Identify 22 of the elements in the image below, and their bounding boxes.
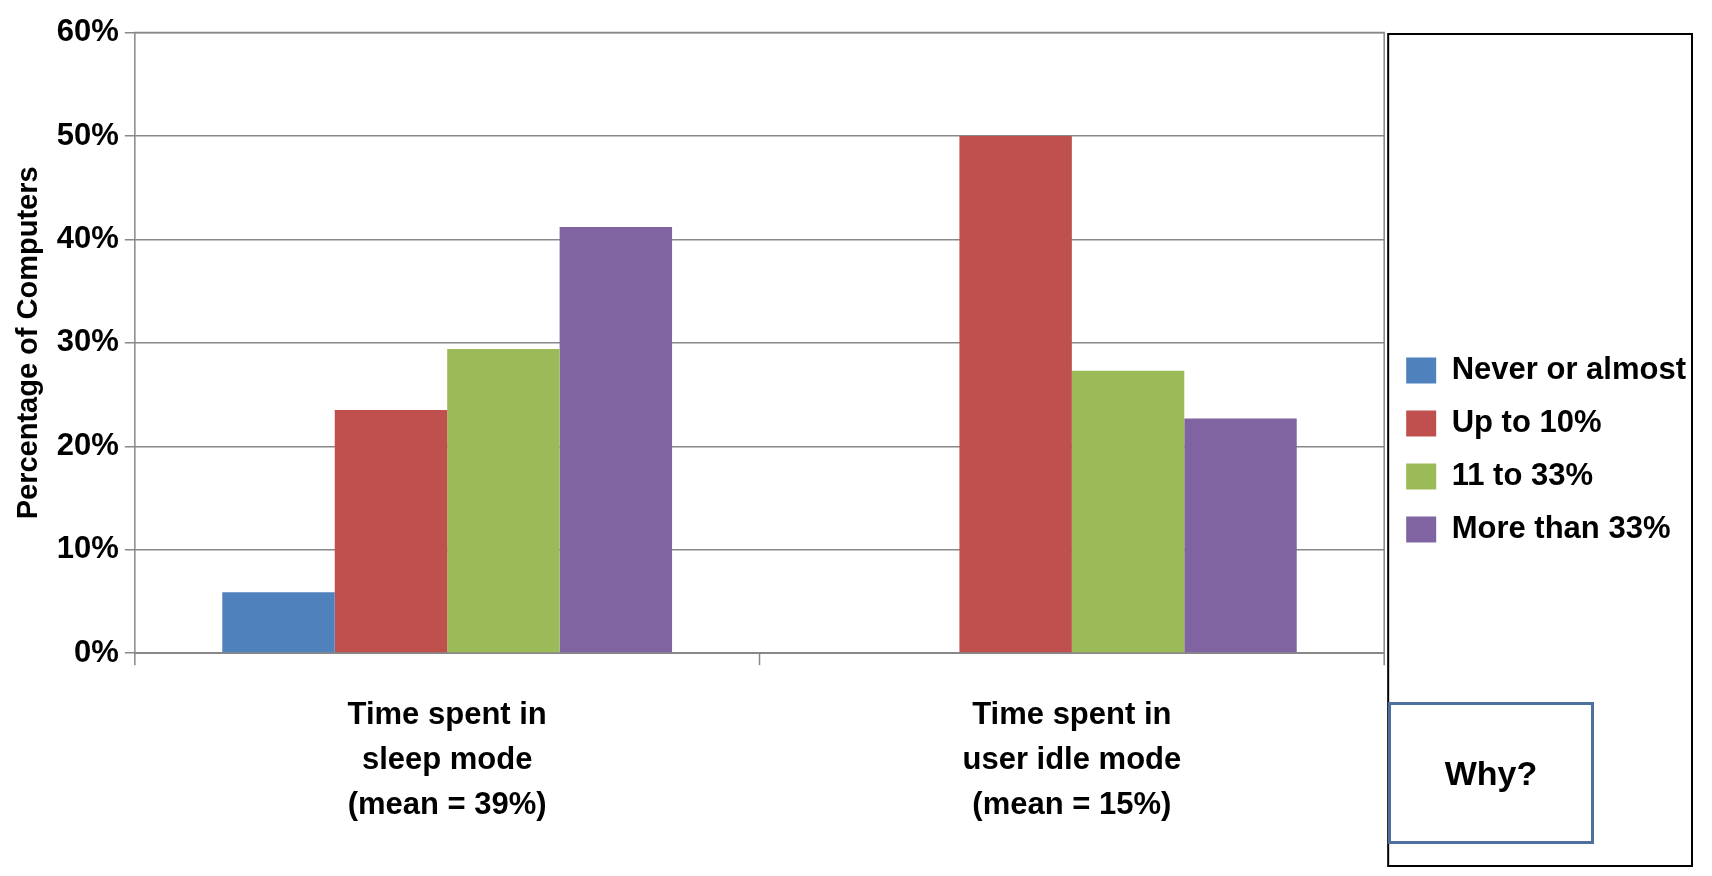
bar bbox=[1184, 418, 1297, 653]
legend-label: Up to 10% bbox=[1451, 404, 1602, 440]
bar bbox=[1071, 370, 1185, 653]
y-tick-label: 10% bbox=[56, 530, 119, 566]
bar bbox=[447, 349, 560, 653]
text: Why? bbox=[1388, 702, 1594, 844]
bar bbox=[559, 227, 673, 653]
legend-label: Never or almost bbox=[1451, 351, 1687, 387]
x-tick-label: Time spent in user idle mode (mean = 15%) bbox=[962, 696, 1182, 822]
x-tick-label: Time spent in sleep mode (mean = 39%) bbox=[347, 696, 547, 822]
y-tick-label: 40% bbox=[56, 220, 119, 255]
y-tick-label: 0% bbox=[74, 633, 119, 669]
legend-label: More than 33% bbox=[1451, 510, 1671, 546]
bar bbox=[959, 136, 1072, 653]
y-tick-label: 30% bbox=[56, 323, 119, 359]
bar bbox=[334, 410, 448, 653]
y-tick-label: 20% bbox=[56, 426, 119, 462]
legend-label: 11 to 33% bbox=[1451, 457, 1593, 493]
y-tick-label: 50% bbox=[56, 116, 119, 152]
y-tick-label: 60% bbox=[56, 13, 119, 49]
bar bbox=[222, 592, 335, 653]
y-axis-title: Percentage of Computers bbox=[11, 166, 44, 520]
